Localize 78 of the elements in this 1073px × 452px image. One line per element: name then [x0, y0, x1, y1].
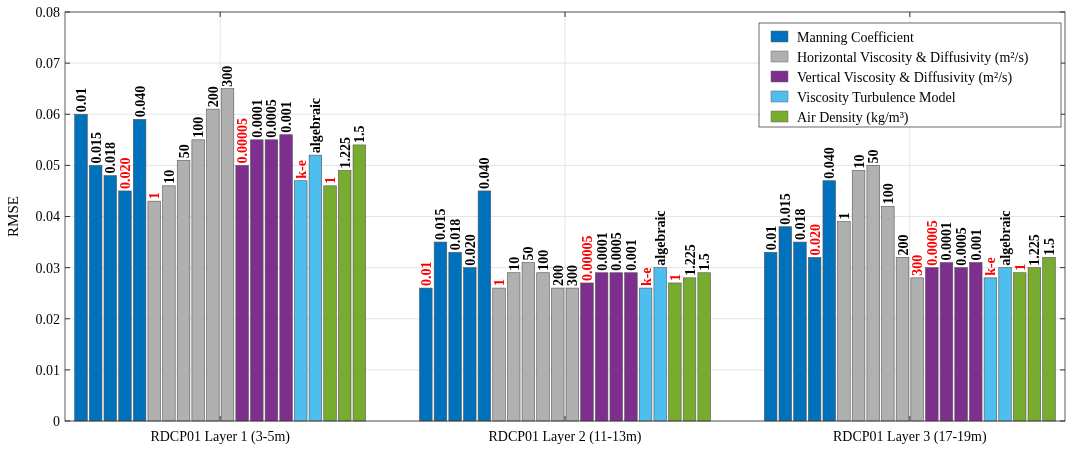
annotation: 1.5 — [352, 125, 368, 143]
annotation: 0.020 — [807, 223, 823, 256]
legend-label: Air Density (kg/m³) — [797, 109, 909, 126]
annotation: 1 — [836, 212, 852, 220]
annotation: 0.01 — [74, 87, 89, 113]
annotation: 0.020 — [117, 157, 133, 189]
annotation: 0.0001 — [249, 99, 265, 138]
annotation: 0.001 — [623, 239, 639, 271]
x-tick-label: RDCP01 Layer 2 (11-13m) — [488, 429, 642, 445]
annotation: 0.040 — [477, 157, 493, 189]
annotation: 10 — [506, 256, 522, 271]
legend-label: Viscosity Turbulence Model — [797, 89, 956, 105]
y-tick-label: 0.08 — [35, 4, 60, 20]
annotation: 0.015 — [778, 193, 794, 225]
annotation: 300 — [910, 254, 926, 276]
annotation: 100 — [536, 249, 552, 271]
annotation: 50 — [176, 144, 192, 159]
annotation: 50 — [866, 149, 882, 164]
annotation: 50 — [521, 246, 537, 261]
annotation: 0.001 — [279, 101, 295, 133]
annotation: algebraic — [653, 210, 669, 266]
annotation: k-e — [293, 160, 309, 179]
annotation: 200 — [205, 86, 221, 108]
annotation: 1.5 — [1042, 237, 1057, 256]
annotation: 10 — [851, 154, 867, 169]
y-tick-label: 0.03 — [35, 260, 60, 276]
x-tick-label: RDCP01 Layer 1 (3-5m) — [150, 429, 291, 445]
annotation: 0.00005 — [235, 117, 251, 164]
annotation: 0.040 — [132, 85, 148, 118]
annotation: 10 — [161, 169, 177, 184]
y-axis-title: RMSE — [5, 196, 21, 237]
annotation: 1.225 — [682, 244, 698, 276]
annotation: k-e — [983, 257, 999, 276]
y-tick-label: 0 — [53, 413, 60, 429]
annotation: 0.015 — [433, 208, 449, 241]
y-tick-label: 0.02 — [35, 311, 60, 327]
annotation: 0.015 — [88, 131, 104, 164]
annotation: 1 — [492, 279, 508, 287]
annotation: 1 — [147, 192, 163, 200]
annotation: 0.0001 — [939, 222, 955, 261]
y-tick-label: 0.07 — [35, 56, 60, 72]
annotation: 200 — [895, 234, 911, 256]
annotation: k-e — [638, 267, 654, 287]
annotation: 1.225 — [337, 136, 353, 169]
annotation: 300 — [565, 265, 581, 287]
annotation: 0.040 — [822, 147, 838, 179]
annotation: 0.020 — [462, 234, 478, 266]
y-tick-label: 0.01 — [35, 362, 60, 378]
annotation: 300 — [220, 65, 236, 87]
annotation: 100 — [880, 183, 896, 205]
annotation: 1 — [667, 273, 683, 281]
annotation: 1.5 — [697, 253, 713, 271]
annotation: 0.001 — [968, 229, 984, 261]
x-tick-label: RDCP01 Layer 3 (17-19m) — [833, 429, 987, 445]
annotation: 0.0001 — [594, 232, 610, 271]
annotation: algebraic — [308, 97, 324, 154]
annotation: 200 — [550, 265, 566, 287]
y-tick-label: 0.05 — [35, 158, 60, 174]
y-tick-label: 0.04 — [35, 209, 60, 225]
y-tick-label: 0.06 — [35, 107, 60, 123]
annotation: 0.01 — [418, 261, 434, 287]
annotation: 0.0005 — [264, 99, 280, 138]
legend-label: Horizontal Viscosity & Diffusivity (m²/s) — [797, 49, 1029, 66]
annotation: 0.00005 — [924, 220, 940, 266]
annotation: 0.00005 — [579, 235, 595, 281]
annotation: 0.018 — [792, 208, 808, 241]
annotation: 0.01 — [763, 225, 779, 251]
legend-label: Vertical Viscosity & Diffusivity (m²/s) — [797, 69, 1013, 86]
annotation: 1 — [1012, 263, 1028, 271]
annotation: 0.0005 — [954, 227, 970, 266]
annotation: 0.018 — [103, 142, 119, 174]
annotation: algebraic — [998, 210, 1014, 266]
legend-label: Manning Coefficient — [797, 29, 914, 45]
annotation: 1.225 — [1027, 234, 1043, 266]
annotation: 0.018 — [448, 218, 464, 251]
annotation: 100 — [191, 116, 207, 138]
annotation: 1 — [323, 176, 339, 184]
annotation: 0.0005 — [609, 232, 625, 271]
